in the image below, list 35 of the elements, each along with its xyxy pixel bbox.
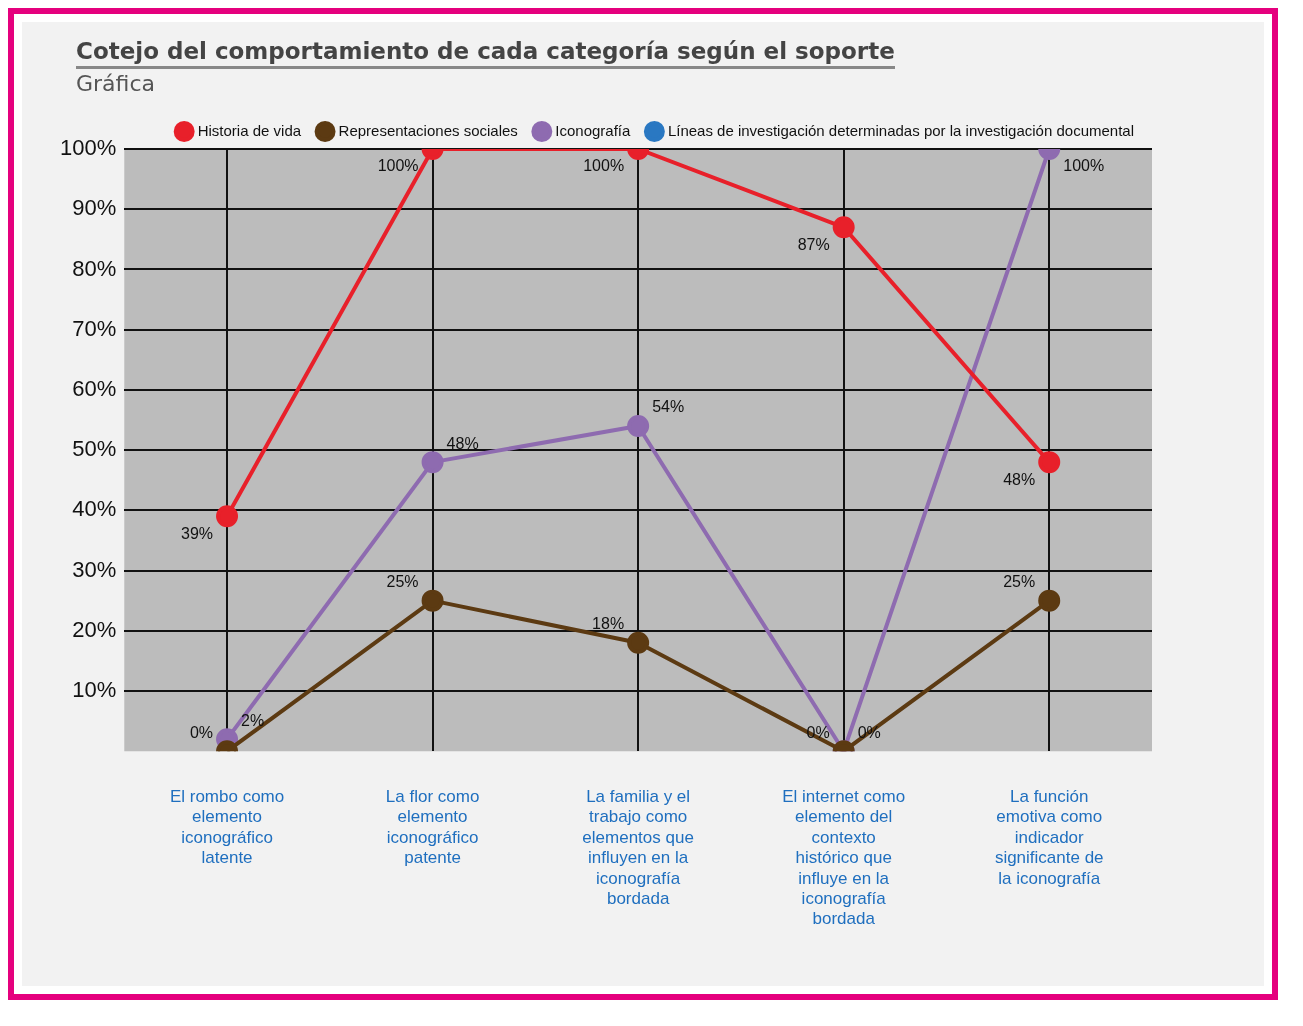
x-tick-label: El rombo como elemento iconográfico latente: [169, 787, 285, 868]
y-tick-label: 80%: [72, 255, 117, 281]
data-label: 100%: [377, 157, 419, 175]
data-label: 39%: [181, 524, 214, 542]
data-label: 18%: [592, 615, 625, 633]
data-label: 0%: [806, 723, 830, 741]
data-label: 48%: [446, 434, 479, 452]
data-label: 87%: [797, 235, 830, 253]
data-label: 48%: [1003, 470, 1036, 488]
y-tick-label: 10%: [72, 677, 117, 703]
data-label: 100%: [1063, 157, 1105, 175]
x-tick-label: La familia y el trabajo como elementos que influyen en la iconografía bordada: [582, 787, 694, 909]
y-tick-label: 40%: [72, 496, 117, 522]
legend-label: Historia de vida: [197, 121, 302, 139]
x-tick-label: La flor como elemento iconográfico patente: [385, 787, 480, 868]
legend-label: Representaciones sociales: [338, 121, 518, 139]
data-label: 25%: [386, 573, 419, 591]
legend-label: Líneas de investigación determinadas por la investigación documental: [667, 121, 1134, 139]
y-tick-label: 70%: [72, 315, 117, 341]
chart-subtitle: Gráfica: [76, 71, 156, 96]
data-label: 25%: [1003, 573, 1036, 591]
x-tick-label: El internet como elemento del contexto histórico que influye en la iconografía bordada: [782, 787, 906, 929]
y-tick-label: 60%: [72, 375, 117, 401]
legend-label: Iconografía: [555, 121, 632, 139]
y-tick-label: 50%: [72, 436, 117, 462]
chart-title: Cotejo del comportamiento de cada categoría según el soporte: [76, 38, 895, 69]
y-tick-label: 100%: [59, 135, 117, 161]
x-tick-label: La función emotiva como indicador significante de la iconografía: [994, 787, 1104, 888]
data-label: 2%: [241, 711, 265, 729]
data-label: 0%: [189, 723, 214, 741]
data-label: 100%: [583, 157, 625, 175]
y-tick-label: 20%: [72, 616, 117, 642]
y-tick-label: 30%: [72, 556, 117, 582]
y-tick-label: 90%: [72, 195, 117, 221]
data-label: 54%: [652, 398, 685, 416]
